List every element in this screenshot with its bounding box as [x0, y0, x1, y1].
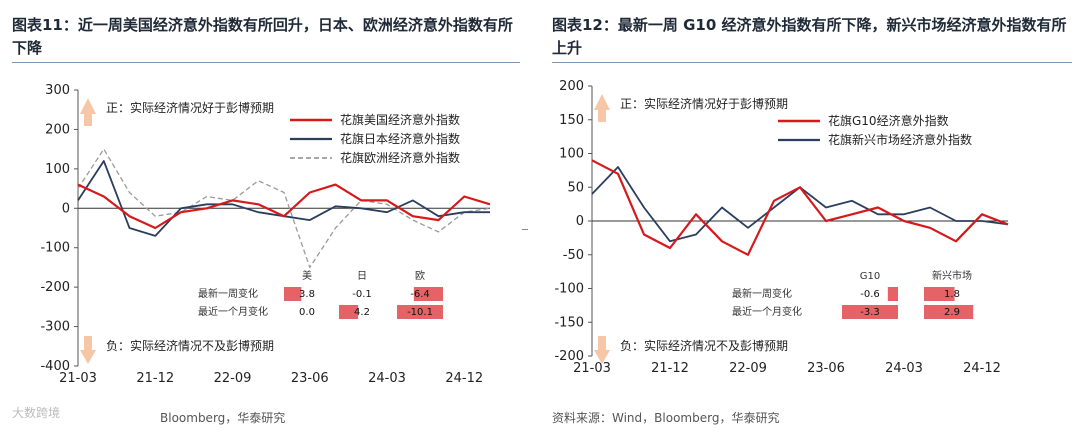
- table-row-label: 最新一周变化: [732, 287, 792, 300]
- series-line-red: [591, 159, 1009, 256]
- x-tick-label: 23-06: [291, 371, 329, 386]
- x-tick-label: 22-09: [214, 371, 252, 386]
- negative-note: 负：实际经济情况不及彭博预期: [620, 338, 788, 353]
- left-panel: 图表11：近一周美国经济意外指数有所回升，日本、欧洲经济意外指数有所下降 -40…: [0, 0, 525, 440]
- series-line-red: [77, 183, 491, 230]
- table-header: 美: [302, 269, 312, 282]
- table-bar: [887, 287, 898, 301]
- series-line-navy: [77, 160, 490, 237]
- down-arrow-icon: [80, 336, 96, 364]
- series-line-grey-dash: [77, 148, 491, 269]
- y-tick-label: 300: [45, 83, 70, 98]
- up-arrow-icon: [80, 98, 96, 126]
- chart-title: 图表12：最新一周 G10 经济意外指数有所下降，新兴市场经济意外指数有所上升: [552, 16, 1067, 57]
- title-divider: [12, 62, 520, 63]
- table-value: -3.3: [860, 307, 880, 318]
- y-tick-label: -150: [554, 315, 584, 330]
- up-arrow-icon: [594, 94, 610, 122]
- y-tick-label: -100: [554, 282, 584, 297]
- table-header: G10: [860, 271, 880, 282]
- divider-mark: [522, 229, 528, 230]
- x-tick-label: 22-09: [729, 361, 767, 376]
- chart-canvas: -200 -150 -100 -50 0 50 100 150 200 21-03 21-12 22-…: [554, 79, 1009, 376]
- right-panel: 图表12：最新一周 G10 经济意外指数有所下降，新兴市场经济意外指数有所上升 …: [540, 0, 1080, 440]
- chart-source: Bloomberg，华泰研究: [160, 411, 286, 425]
- chart-canvas: -400 -300 -200 -100 0 100 200 300 21-03 21-12 22-0…: [40, 83, 491, 386]
- y-tick-label: 100: [559, 147, 584, 162]
- table-row-label: 最近一个月变化: [198, 305, 268, 318]
- positive-note: 正：实际经济情况好于彭博预期: [106, 100, 274, 115]
- negative-note: 负：实际经济情况不及彭博预期: [106, 338, 274, 353]
- table-bar: [924, 287, 955, 301]
- chart-title: 图表11：近一周美国经济意外指数有所回升，日本、欧洲经济意外指数有所下降: [12, 16, 513, 57]
- y-tick-label: -400: [40, 359, 70, 374]
- y-tick-label: -200: [40, 280, 70, 295]
- y-tick-label: -200: [554, 349, 584, 364]
- table-bar: [924, 305, 974, 319]
- y-tick-label: 50: [567, 180, 584, 195]
- table-bar: [284, 287, 302, 301]
- y-tick-label: -100: [40, 241, 70, 256]
- legend-label: 花旗美国经济意外指数: [340, 112, 460, 127]
- x-tick-label: 23-06: [807, 361, 845, 376]
- y-tick-label: 0: [62, 201, 70, 216]
- table-bar: [339, 305, 359, 319]
- y-tick-label: 200: [45, 122, 70, 137]
- table-header: 欧: [415, 270, 425, 282]
- table-value: 3.8: [299, 289, 315, 300]
- title-divider: [552, 62, 1072, 63]
- y-tick-label: -50: [563, 248, 584, 263]
- y-tick-label: 200: [559, 79, 584, 94]
- series-line-navy: [591, 166, 1009, 243]
- table-value: -0.6: [860, 289, 880, 300]
- table-row-label: 最新一周变化: [198, 287, 258, 300]
- y-tick-label: 0: [576, 214, 584, 229]
- y-tick-label: 150: [559, 113, 584, 128]
- table-value: -6.4: [410, 289, 430, 300]
- down-arrow-icon: [594, 336, 610, 364]
- table-bar: [397, 305, 443, 319]
- x-tick-label: 21-12: [136, 371, 174, 386]
- x-tick-label: 24-03: [368, 371, 406, 386]
- y-tick-label: -300: [40, 320, 70, 335]
- table-bar: [413, 287, 443, 301]
- positive-note: 正：实际经济情况好于彭博预期: [620, 96, 788, 111]
- x-tick-label: 21-12: [651, 361, 689, 376]
- watermark: 大数跨境: [12, 406, 61, 420]
- table-value: 2.9: [944, 307, 960, 318]
- y-tick-label: 100: [45, 162, 70, 177]
- chart-source: 资料来源：Wind，Bloomberg，华泰研究: [552, 411, 780, 425]
- x-tick-label: 21-03: [573, 361, 611, 376]
- table-row-label: 最近一个月变化: [732, 305, 802, 318]
- legend-label: 花旗日本经济意外指数: [340, 131, 460, 146]
- table-header: 新兴市场: [932, 269, 972, 282]
- x-tick-label: 24-12: [963, 361, 1001, 376]
- x-tick-label: 24-03: [885, 361, 923, 376]
- legend-label: 花旗欧洲经济意外指数: [340, 150, 460, 165]
- table-header: 日: [357, 271, 367, 282]
- table-value: -10.1: [407, 307, 433, 318]
- table-bar: [842, 305, 898, 319]
- table-value: 1.8: [944, 289, 960, 300]
- table-value: 0.0: [299, 307, 315, 318]
- table-value: -0.1: [352, 289, 372, 300]
- table-value: 4.2: [354, 307, 370, 318]
- legend-label: 花旗G10经济意外指数: [828, 113, 949, 128]
- legend-label: 花旗新兴市场经济意外指数: [828, 132, 972, 147]
- x-tick-label: 21-03: [59, 371, 97, 386]
- x-tick-label: 24-12: [445, 371, 483, 386]
